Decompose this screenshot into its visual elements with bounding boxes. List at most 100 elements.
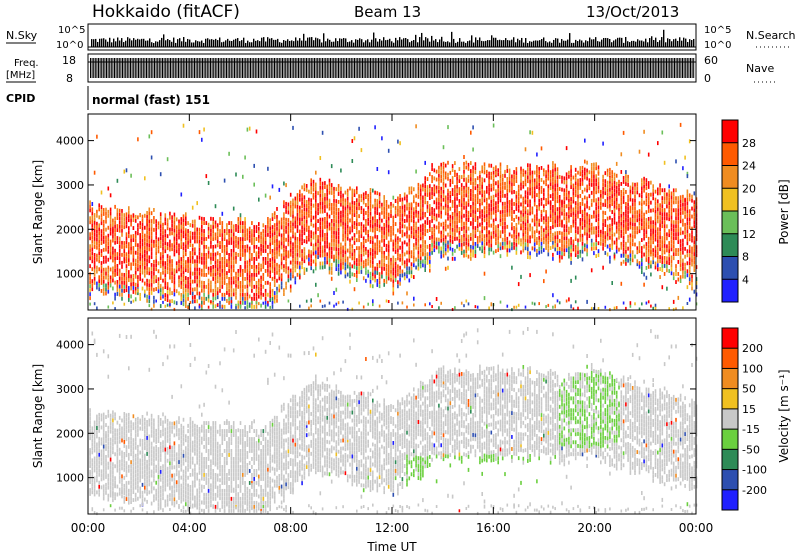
nave-bar xyxy=(573,58,575,78)
scatter-cell xyxy=(392,291,395,296)
scatter-cell xyxy=(415,233,417,238)
scatter-cell xyxy=(586,216,588,221)
scatter-cell xyxy=(495,241,497,246)
scatter-cell xyxy=(159,272,162,276)
nsky-bar xyxy=(303,33,305,47)
scatter-cell xyxy=(392,247,395,252)
scatter-cell xyxy=(481,217,483,222)
scatter-cell xyxy=(356,246,358,251)
scatter-cell xyxy=(385,247,388,252)
scatter-cell xyxy=(353,209,356,213)
nave-bar xyxy=(456,58,458,78)
scatter-cell xyxy=(232,264,235,269)
nave-bar xyxy=(171,58,173,78)
scatter-cell xyxy=(511,190,513,195)
nsky-bar xyxy=(469,40,471,47)
scatter-cell xyxy=(577,246,579,251)
scatter-cell xyxy=(96,225,98,230)
scatter-cell xyxy=(392,267,395,272)
scatter-cell xyxy=(356,238,358,243)
scatter-cell xyxy=(497,184,499,189)
scatter-cell xyxy=(248,274,251,279)
scatter-cell xyxy=(319,193,322,198)
scatter-cell xyxy=(479,206,481,211)
scatter-cell xyxy=(597,165,600,170)
scatter-cell xyxy=(543,172,545,177)
scatter-cell xyxy=(463,165,465,170)
scatter-cell xyxy=(337,267,340,272)
nave-bar xyxy=(293,58,295,78)
nsky-bar xyxy=(291,40,293,47)
scatter-cell xyxy=(442,169,445,174)
scatter-cell xyxy=(419,204,422,209)
scatter-cell xyxy=(178,225,180,230)
scatter-cell xyxy=(342,229,344,234)
scatter-cell xyxy=(235,275,237,280)
scatter-cell xyxy=(146,262,148,267)
nave-bar xyxy=(624,58,626,78)
scatter-cell xyxy=(492,123,495,128)
scatter-cell xyxy=(417,242,420,247)
nsky-bar xyxy=(435,39,437,47)
scatter-cell xyxy=(524,170,527,175)
scatter-cell xyxy=(166,262,169,267)
scatter-cell xyxy=(570,245,572,249)
scatter-cell xyxy=(255,257,258,261)
scatter-cell xyxy=(207,254,210,259)
nave-bar xyxy=(139,58,141,78)
scatter-cell xyxy=(107,277,110,282)
scatter-cell xyxy=(326,192,328,197)
scatter-cell xyxy=(429,244,431,248)
scatter-cell xyxy=(581,245,584,250)
scatter-cell xyxy=(191,287,194,292)
scatter-cell xyxy=(196,267,198,272)
scatter-cell xyxy=(100,249,103,253)
scatter-cell xyxy=(481,201,483,206)
scatter-cell xyxy=(324,193,326,197)
nave-bar xyxy=(670,58,672,78)
scatter-cell xyxy=(251,237,253,241)
scatter-cell xyxy=(248,270,251,275)
scatter-cell xyxy=(260,267,262,272)
scatter-cell xyxy=(490,239,493,244)
scatter-cell xyxy=(524,305,527,309)
scatter-cell xyxy=(424,184,426,189)
scatter-cell xyxy=(223,269,226,273)
scatter-cell xyxy=(278,284,281,289)
scatter-cell xyxy=(294,252,297,257)
scatter-cell xyxy=(397,256,399,261)
scatter-cell xyxy=(198,227,201,232)
scatter-cell xyxy=(408,242,411,247)
scatter-cell xyxy=(556,223,559,228)
scatter-cell xyxy=(579,178,582,182)
scatter-cell xyxy=(595,242,597,247)
scatter-cell xyxy=(449,226,452,231)
scatter-cell xyxy=(488,191,490,196)
scatter-cell xyxy=(554,191,556,196)
scatter-cell xyxy=(554,187,556,192)
scatter-cell xyxy=(365,239,367,243)
scatter-cell xyxy=(324,304,326,308)
scatter-cell xyxy=(499,166,502,171)
scatter-cell xyxy=(415,169,417,174)
scatter-cell xyxy=(499,162,502,167)
scatter-cell xyxy=(123,221,126,226)
scatter-cell xyxy=(440,206,442,211)
scatter-cell xyxy=(344,234,347,239)
scatter-cell xyxy=(435,185,438,190)
scatter-cell xyxy=(216,295,219,300)
scatter-cell xyxy=(171,223,173,228)
scatter-cell xyxy=(328,270,331,275)
scatter-cell xyxy=(568,218,570,223)
nave-bar xyxy=(202,58,203,78)
scatter-cell xyxy=(258,250,260,255)
scatter-cell xyxy=(581,209,584,214)
scatter-cell xyxy=(285,201,287,206)
scatter-cell xyxy=(472,181,474,186)
scatter-cell xyxy=(424,248,426,253)
scatter-cell xyxy=(597,217,600,222)
scatter-cell xyxy=(406,250,408,255)
scatter-cell xyxy=(590,268,593,273)
scatter-cell xyxy=(369,188,372,192)
scatter-cell xyxy=(590,238,593,243)
